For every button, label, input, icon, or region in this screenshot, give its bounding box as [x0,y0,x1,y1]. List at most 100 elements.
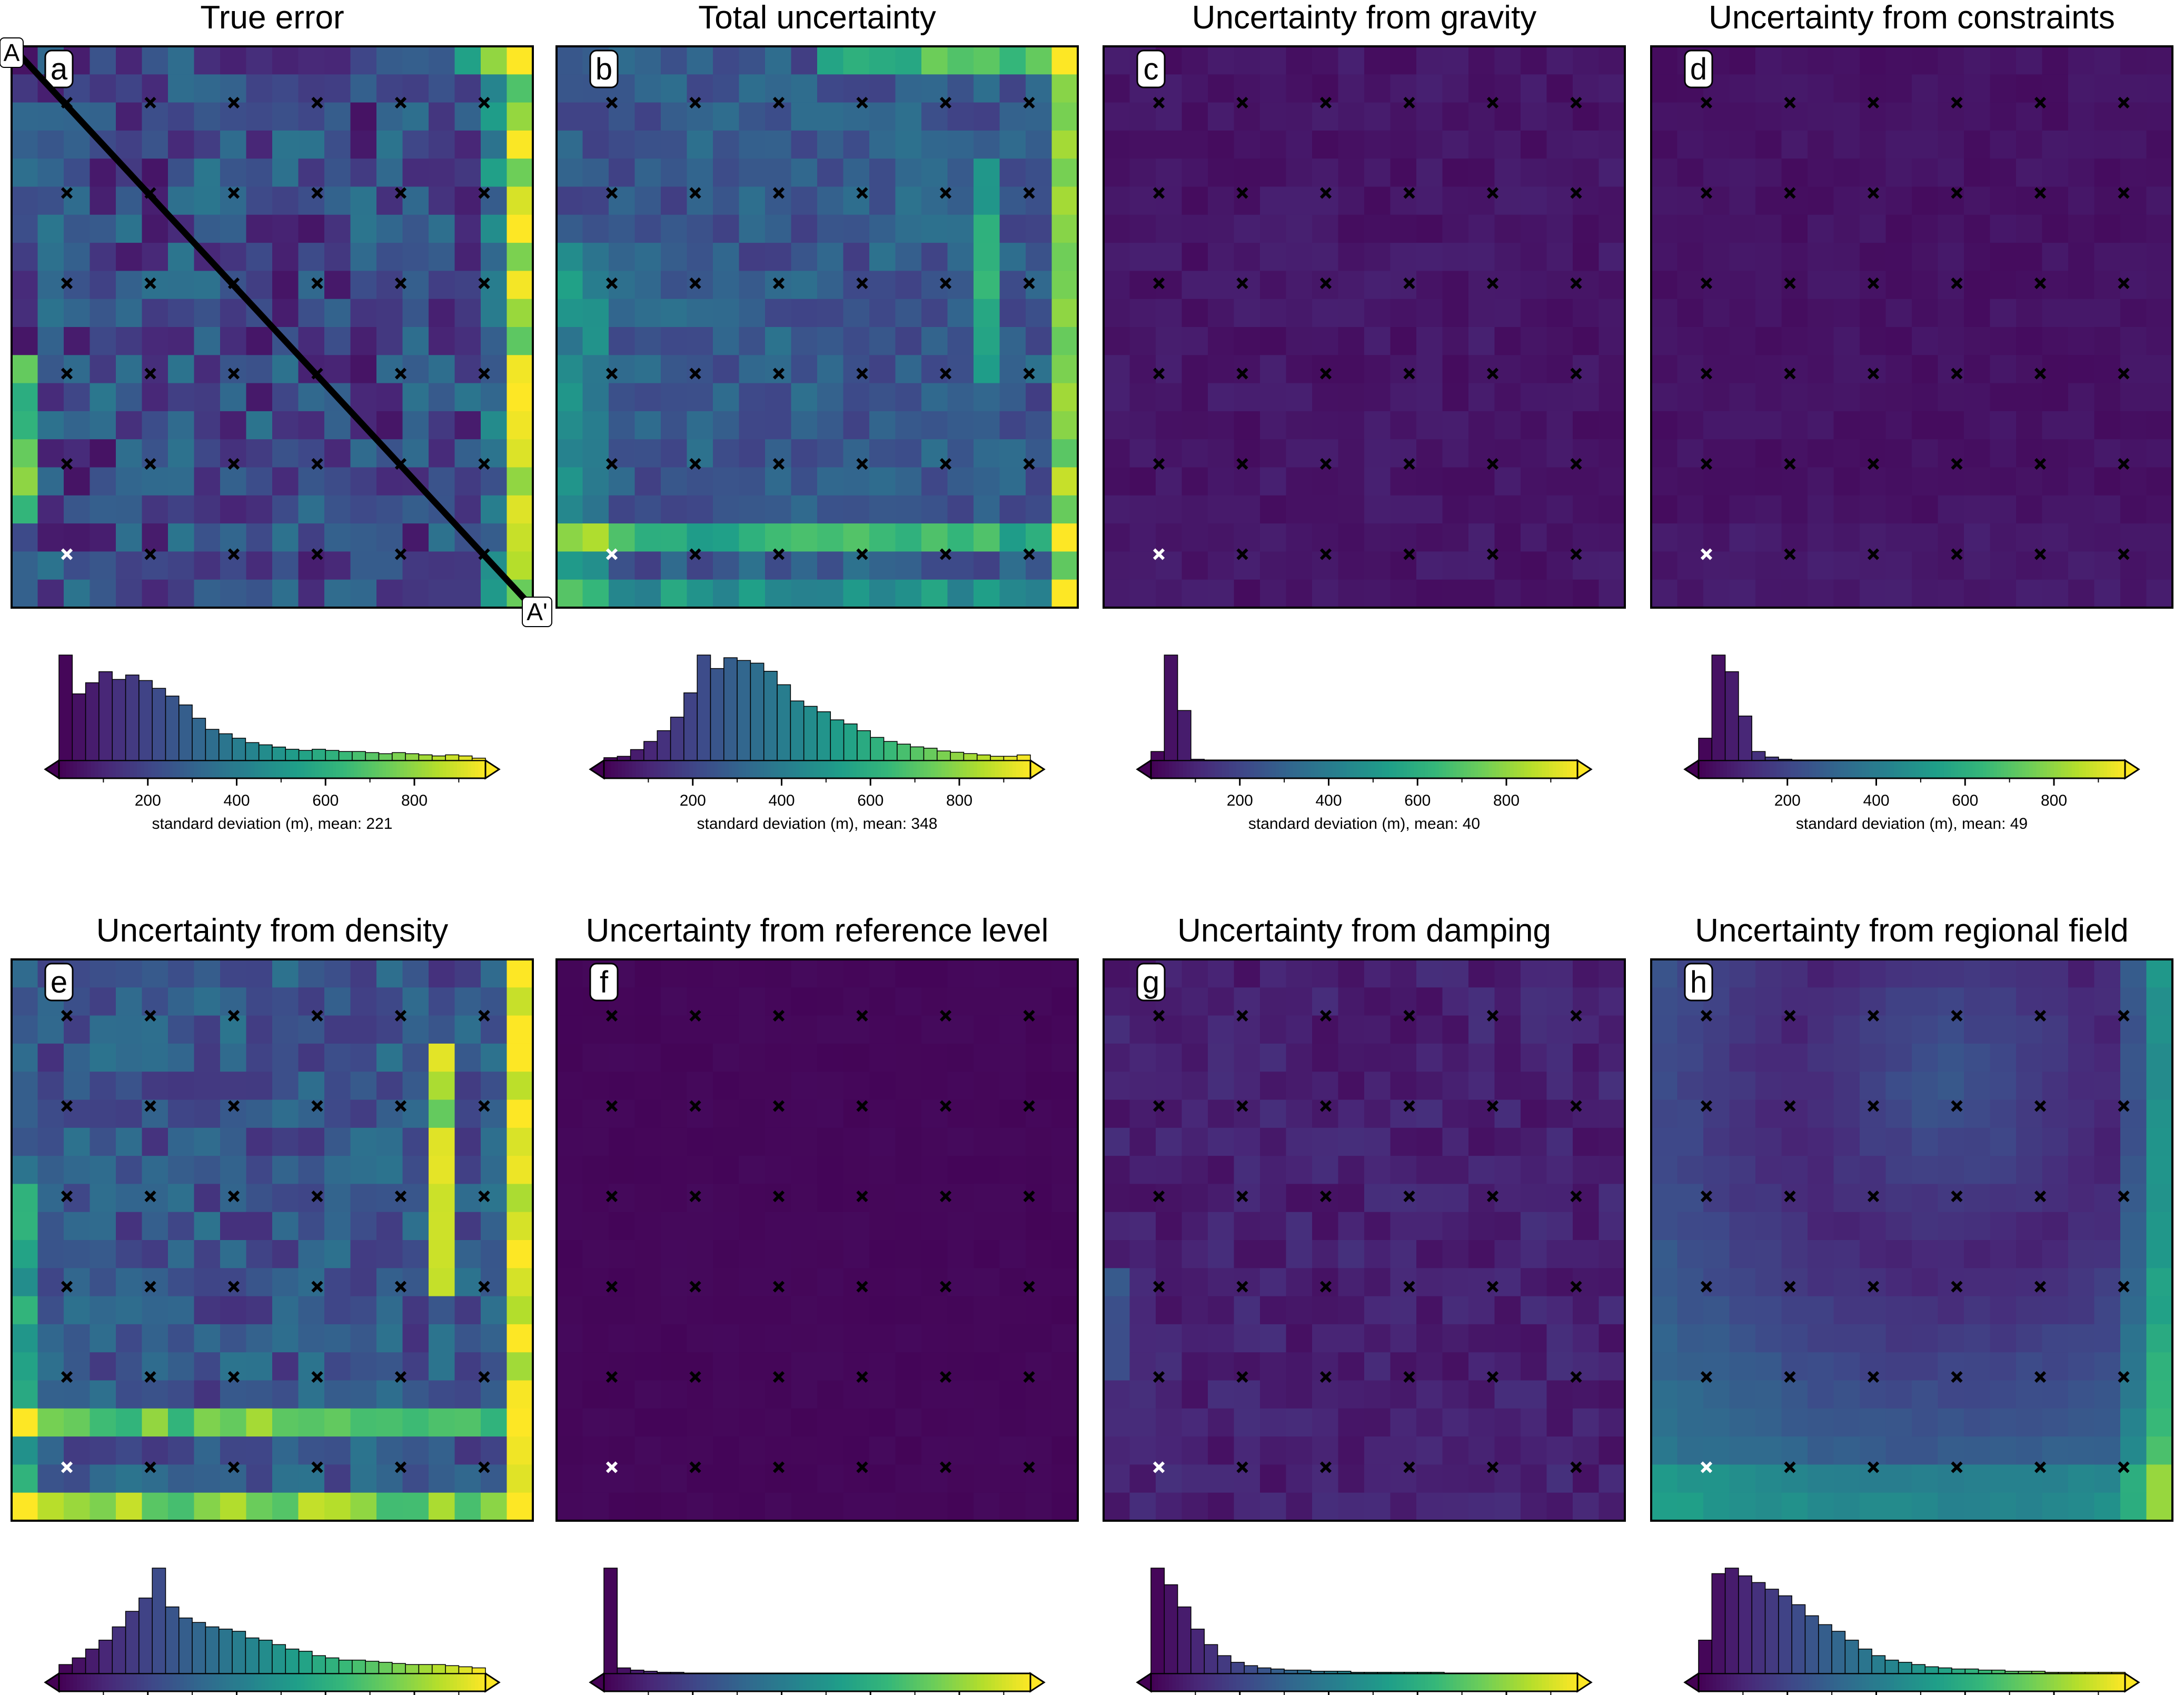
constraint-marker [605,187,618,199]
heatmap-cell [1442,1212,1469,1241]
heatmap-cell [1442,1352,1469,1381]
heatmap-cell [1729,1380,1756,1409]
heatmap-cell [1860,467,1887,496]
heatmap-cell [142,1072,168,1101]
heatmap-cell [661,1043,688,1072]
heatmap-cell [402,523,429,552]
heatmap-cell [1129,327,1156,355]
heatmap-cell [507,383,533,412]
colorbar-segment [236,760,241,778]
heatmap-cell [272,987,299,1016]
colorbar-segment [988,760,992,778]
colorbar-segment [2093,760,2097,778]
heatmap-cell [1364,1043,1391,1072]
heatmap-cell [324,1380,351,1409]
constraint-marker [311,1190,323,1203]
constraint-marker [1867,1281,1880,1293]
heatmap-cell [507,987,533,1016]
heatmap-cell [1156,1492,1183,1521]
heatmap-cell [661,1436,688,1465]
heatmap-cell [64,1324,91,1353]
map-frame [11,958,534,1522]
heatmap-cell [999,495,1026,524]
heatmap-cell [64,243,91,271]
heatmap-cell [1338,579,1365,608]
heatmap-cell [1364,1072,1391,1101]
histogram-bar [432,1664,446,1674]
colorbar-segment [94,1673,98,1691]
colorbar-segment [251,1673,255,1691]
colorbar-segment [721,1673,726,1691]
heatmap-cell [454,1296,481,1325]
colorbar-segment [1770,1673,1774,1691]
colorbar-segment [1933,1673,1937,1691]
heatmap-cell [791,1240,818,1268]
heatmap-cell [921,214,948,243]
heatmap-cell [272,1240,299,1268]
heatmap-cell [272,959,299,988]
histogram-bar [1284,1669,1298,1674]
colorbar-segment [1755,760,1760,778]
colorbar-segment [1438,1673,1443,1691]
heatmap-cell [739,1464,766,1493]
heatmap-cell [507,1464,533,1493]
colorbar-segment [1872,760,1877,778]
colorbar-segment [1389,760,1393,778]
constraint-marker [311,548,323,560]
heatmap-cell [1521,959,1547,988]
heatmap-cell [1860,130,1887,159]
heatmap-cell [350,1212,377,1241]
heatmap-cell [921,1268,948,1297]
heatmap-cell [999,46,1026,75]
heatmap-cell [1390,495,1417,524]
heatmap-cell [791,1212,818,1241]
colorbar-segment [1709,760,1713,778]
colorbar-segment [162,760,166,778]
heatmap-cell [402,987,429,1016]
heatmap-cell [2146,1127,2173,1156]
heatmap-cell [1051,158,1078,187]
heatmap-cell [194,46,221,75]
heatmap-cell [582,1296,609,1325]
heatmap-cell [557,214,583,243]
panel-title: True error [200,0,344,36]
panel-label: b [595,52,612,86]
colorbar-segment [1990,1673,1994,1691]
heatmap-cell [1781,1240,1808,1268]
colorbar-segment [941,760,946,778]
colorbar-segment [165,1673,170,1691]
heatmap-cell [1260,102,1287,131]
colorbar-segment [813,760,818,778]
heatmap-cell [1573,987,1600,1016]
heatmap-cell [1677,1436,1704,1465]
heatmap-cell [1364,439,1391,468]
heatmap-cell [37,1268,64,1297]
colorbar-segment [183,1673,187,1691]
heatmap-cell [2146,46,2173,75]
heatmap-cell [298,130,325,159]
heatmap-cell [2094,495,2121,524]
heatmap-cell [142,1043,168,1072]
heatmap-cell [1546,299,1573,328]
heatmap-cell [298,327,325,355]
colorbar-segment [1396,760,1401,778]
heatmap-cell [661,523,688,552]
histogram-bar [298,1651,313,1674]
colorbar-tick-label: 200 [680,792,706,809]
colorbar-segment [952,1673,956,1691]
colorbar-segment [1215,760,1219,778]
histogram-bar [710,668,724,761]
heatmap-cell [817,1464,844,1493]
heatmap-cell [1156,495,1183,524]
heatmap-cell [1364,495,1391,524]
heatmap-cell [64,579,91,608]
heatmap-cell [116,1072,143,1101]
colorbar-segment [1353,1673,1358,1691]
colorbar-segment [614,1673,619,1691]
colorbar-segment [1239,760,1244,778]
heatmap-cell [999,355,1026,384]
heatmap-cell [1546,1296,1573,1325]
heatmap-cell [481,299,508,328]
heatmap-cell [246,1408,273,1437]
heatmap-cell [429,1015,455,1044]
